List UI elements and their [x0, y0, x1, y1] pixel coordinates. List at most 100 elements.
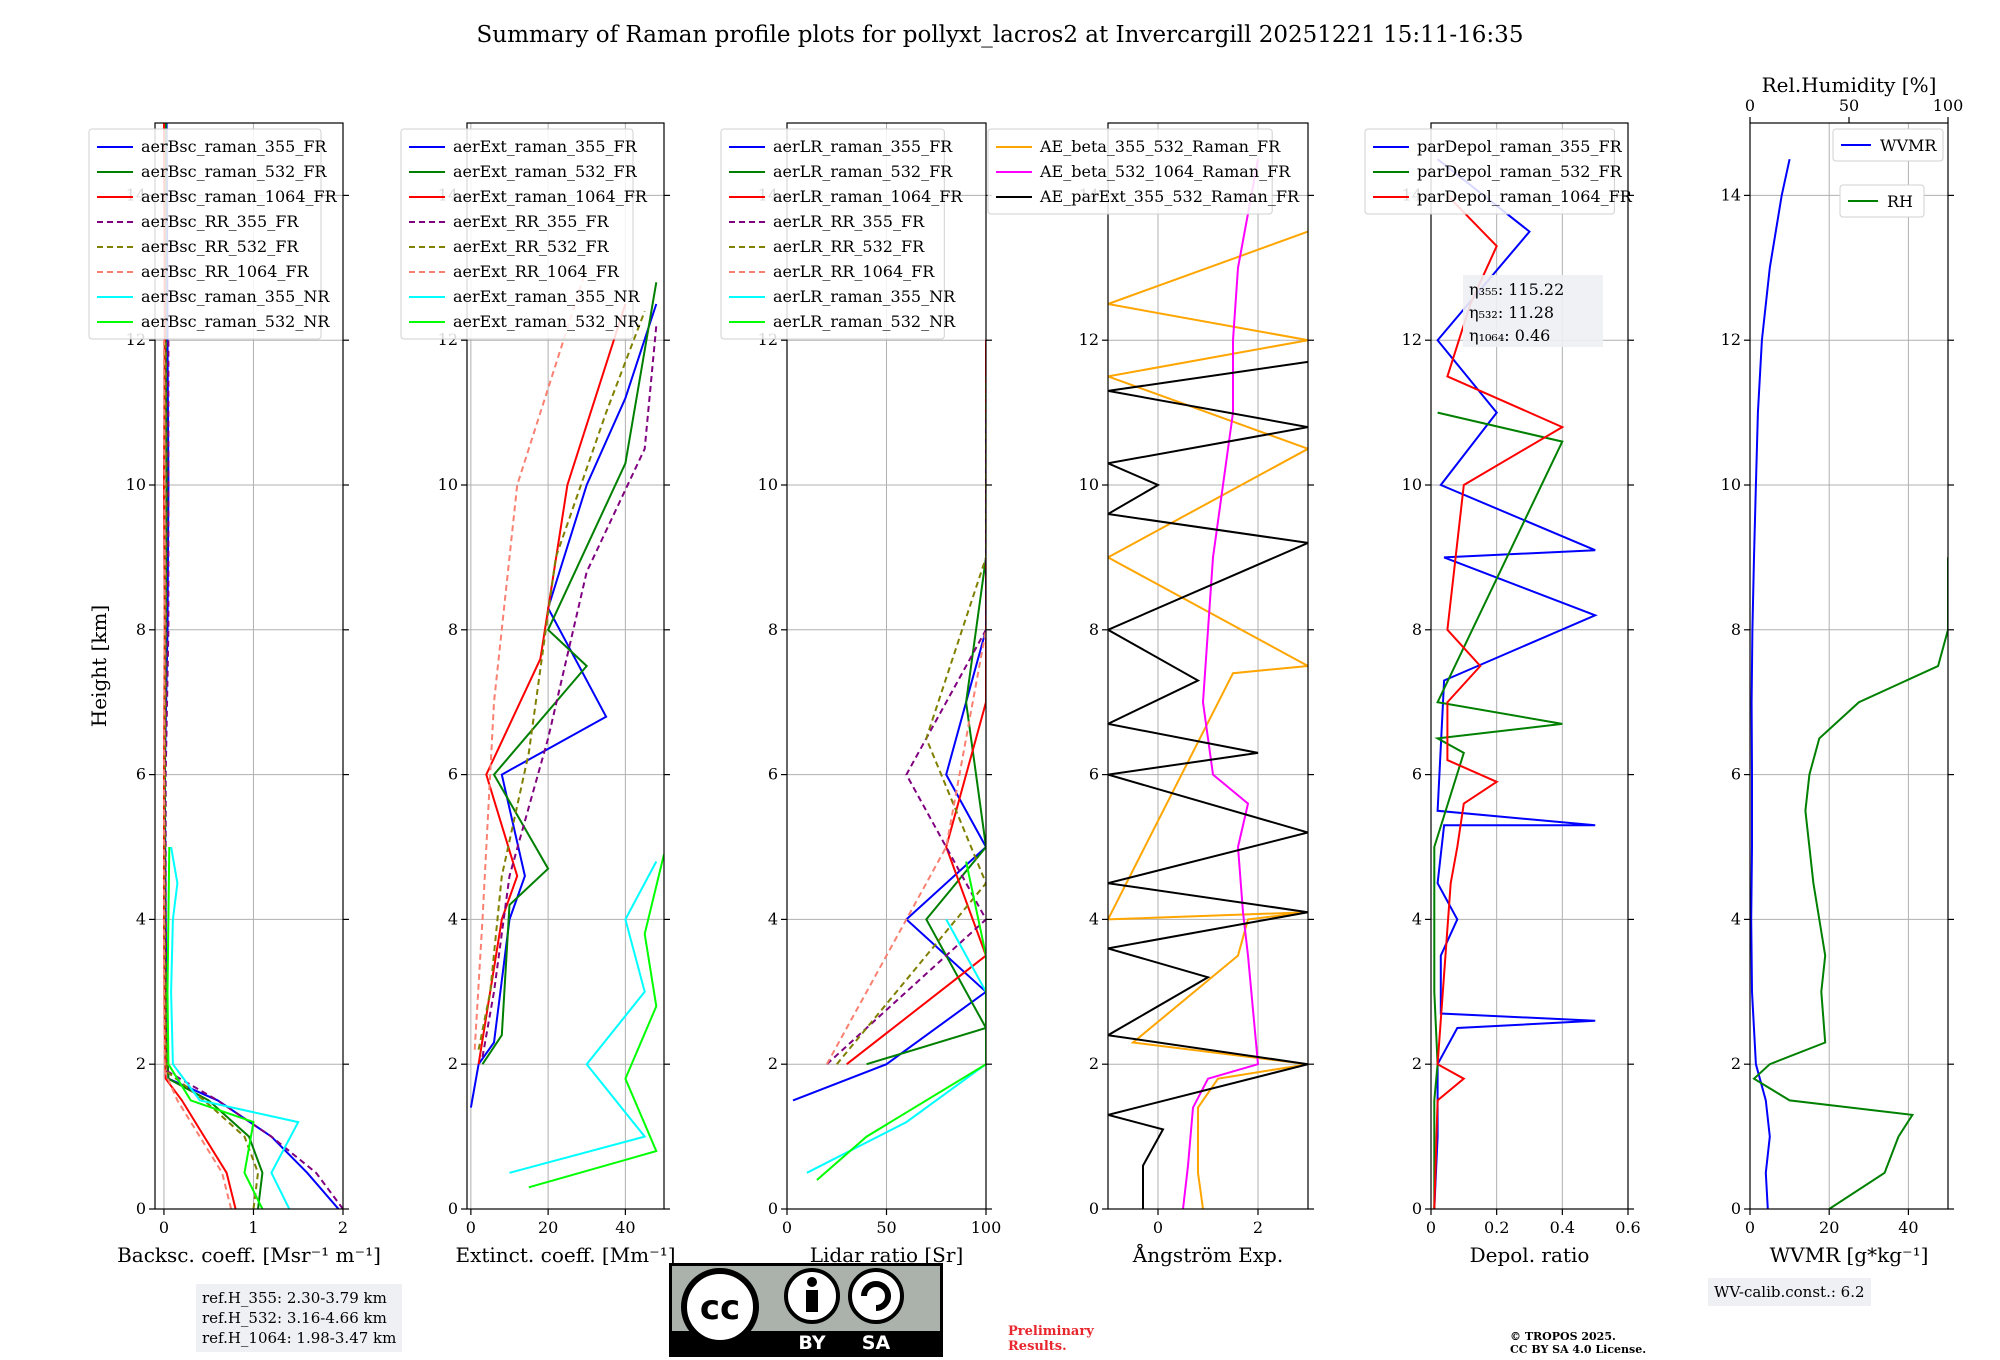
- legend-label: parDepol_raman_532_FR: [1417, 162, 1623, 181]
- annotation-text: η₃₅₅: 115.22: [1469, 280, 1564, 299]
- preliminary-note: Preliminary Results.: [1008, 1324, 1094, 1354]
- y-axis-label: Height [km]: [87, 605, 111, 727]
- x-tick-label: 1: [248, 1218, 258, 1237]
- y-tick-label: 8: [768, 620, 778, 639]
- legend-label: aerLR_raman_532_FR: [773, 162, 953, 181]
- legend-label: aerBsc_raman_355_FR: [141, 137, 327, 156]
- panel-angstrom: 0246810121402Ångström Exp.AE_beta_355_53…: [987, 122, 1314, 1267]
- x-tick-label: 20: [538, 1218, 558, 1237]
- legend-label: aerLR_raman_532_NR: [773, 312, 956, 331]
- series-line-aerExt_raman_532_NR: [528, 853, 664, 1189]
- y-tick-label: 8: [1412, 620, 1422, 639]
- y-tick-label: 14: [1721, 185, 1741, 204]
- y-tick-label: 2: [768, 1054, 778, 1073]
- y-tick-label: 0: [1089, 1199, 1099, 1218]
- x-axis-label: Backsc. coeff. [Msr⁻¹ m⁻¹]: [117, 1243, 381, 1267]
- panel-wvmr: 0 2 4 6 8 10 12 14 0 20 40 WVMR [g*kg⁻¹] 0 50 100Rel.H…: [1721, 73, 1964, 1267]
- legend-label: aerExt_raman_532_FR: [453, 162, 638, 181]
- legend-label: aerLR_raman_355_FR: [773, 137, 953, 156]
- legend-label: aerExt_RR_1064_FR: [453, 262, 620, 281]
- series-line-aerLR_RR_532_FR: [836, 376, 986, 1065]
- legend-box: [720, 128, 945, 340]
- series-group: [1108, 159, 1308, 1209]
- legend: AE_beta_355_532_Raman_FR AE_beta_532_1064…: [987, 128, 1300, 215]
- y-tick-label: 4: [1731, 909, 1741, 928]
- top-x-tick-label: 0: [1745, 96, 1755, 115]
- legend: aerLR_raman_355_FR aerLR_raman_532_FR aerL…: [720, 128, 963, 340]
- top-x-axis-label: Rel.Humidity [%]: [1762, 73, 1937, 97]
- top-x-tick-label: 50: [1839, 96, 1859, 115]
- series-group: [1750, 158, 1948, 1209]
- series-line-AE_parExt_355_532_Raman_FR: [1108, 360, 1308, 1209]
- legend-label: aerExt_RR_532_FR: [453, 237, 610, 256]
- y-tick-label: 12: [1402, 330, 1422, 349]
- x-tick-label: 2: [1253, 1218, 1263, 1237]
- series-line-aerExt_RR_532_FR: [477, 310, 646, 1050]
- ref-height-532: ref.H_532: 3.16-4.66 km: [202, 1309, 387, 1327]
- x-axis-label: Depol. ratio: [1470, 1243, 1590, 1267]
- series-line-aerExt_raman_1064_FR: [477, 303, 627, 1065]
- series-line-aerLR_raman_355_FR: [792, 340, 986, 1102]
- copyright-line-2: CC BY SA 4.0 License.: [1510, 1343, 1647, 1356]
- x-tick-label: 20: [1819, 1218, 1839, 1237]
- x-tick-label: 0: [159, 1218, 169, 1237]
- legend-box: [987, 128, 1273, 215]
- series-line-aerLR_RR_1064_FR: [825, 629, 986, 1065]
- y-tick-label: 6: [768, 765, 778, 784]
- series-group: [792, 340, 986, 1181]
- legend-label: aerBsc_raman_532_NR: [141, 312, 330, 331]
- x-tick-label: 40: [615, 1218, 635, 1237]
- y-tick-label: 4: [448, 909, 458, 928]
- x-tick-label: 0.4: [1550, 1218, 1575, 1237]
- y-tick-label: 10: [1402, 475, 1422, 494]
- legend-label: aerLR_RR_1064_FR: [773, 262, 935, 281]
- x-axis-label: Extinct. coeff. [Mm⁻¹]: [455, 1243, 675, 1267]
- wv-calib-text: WV-calib.const.: 6.2: [1714, 1283, 1865, 1301]
- y-tick-label: 0: [136, 1199, 146, 1218]
- x-tick-label: 0: [1426, 1218, 1436, 1237]
- cc-logo-text: cc: [700, 1288, 740, 1328]
- plot-frame: [1430, 122, 1629, 1210]
- legend-label: aerBsc_raman_1064_FR: [141, 187, 338, 206]
- legend: aerBsc_raman_355_FR aerBsc_raman_532_FRae…: [88, 128, 338, 340]
- y-tick-label: 8: [448, 620, 458, 639]
- legend-label: AE_beta_532_1064_Raman_FR: [1039, 162, 1291, 181]
- series-line-AE_beta_532_1064_Raman_FR: [1182, 159, 1260, 1209]
- legend-label: AE_beta_355_532_Raman_FR: [1039, 137, 1281, 156]
- series-group: [162, 123, 343, 1209]
- y-tick-label: 2: [136, 1054, 146, 1073]
- y-tick-label: 10: [126, 475, 146, 494]
- y-tick-label: 10: [438, 475, 458, 494]
- y-tick-label: 6: [1412, 765, 1422, 784]
- wv-calib-box: WV-calib.const.: 6.2: [1708, 1278, 1871, 1306]
- plot-frame: [1107, 122, 1309, 1210]
- y-tick-label: 2: [1089, 1054, 1099, 1073]
- x-tick-label: 0: [1153, 1218, 1163, 1237]
- legend-label: aerExt_RR_355_FR: [453, 212, 610, 231]
- series-line-aerBsc_raman_355_NR: [170, 846, 300, 1209]
- plot-frame: [1749, 122, 1949, 1210]
- preliminary-line-1: Preliminary: [1008, 1324, 1094, 1339]
- y-tick-label: 12: [1721, 330, 1741, 349]
- y-tick-label: 12: [1079, 330, 1099, 349]
- x-tick-label: 0.2: [1484, 1218, 1509, 1237]
- annotation-text: η₅₃₂: 11.28: [1469, 303, 1554, 322]
- panel-extinction: 0246810121402040Extinct. coeff. [Mm⁻¹]ae…: [400, 122, 676, 1267]
- ref-height-1064: ref.H_1064: 1.98-3.47 km: [202, 1329, 397, 1347]
- y-tick-label: 0: [448, 1199, 458, 1218]
- x-axis-label: Ångström Exp.: [1132, 1242, 1283, 1267]
- y-tick-label: 6: [448, 765, 458, 784]
- legend-box: [1839, 184, 1925, 218]
- copyright-note: © TROPOS 2025. CC BY SA 4.0 License.: [1510, 1330, 1646, 1356]
- x-tick-label: 50: [876, 1218, 896, 1237]
- y-tick-label: 0: [1731, 1199, 1741, 1218]
- y-tick-label: 8: [1731, 620, 1741, 639]
- series-line-aerExt_RR_1064_FR: [473, 267, 588, 1050]
- legend-box: [1832, 128, 1944, 162]
- panel-lidar_ratio: 02468101214050100Lidar ratio [Sr]aerLR_r…: [720, 122, 1001, 1267]
- legend-label: aerExt_raman_1064_FR: [453, 187, 648, 206]
- legend: WVMR RH: [1832, 128, 1944, 218]
